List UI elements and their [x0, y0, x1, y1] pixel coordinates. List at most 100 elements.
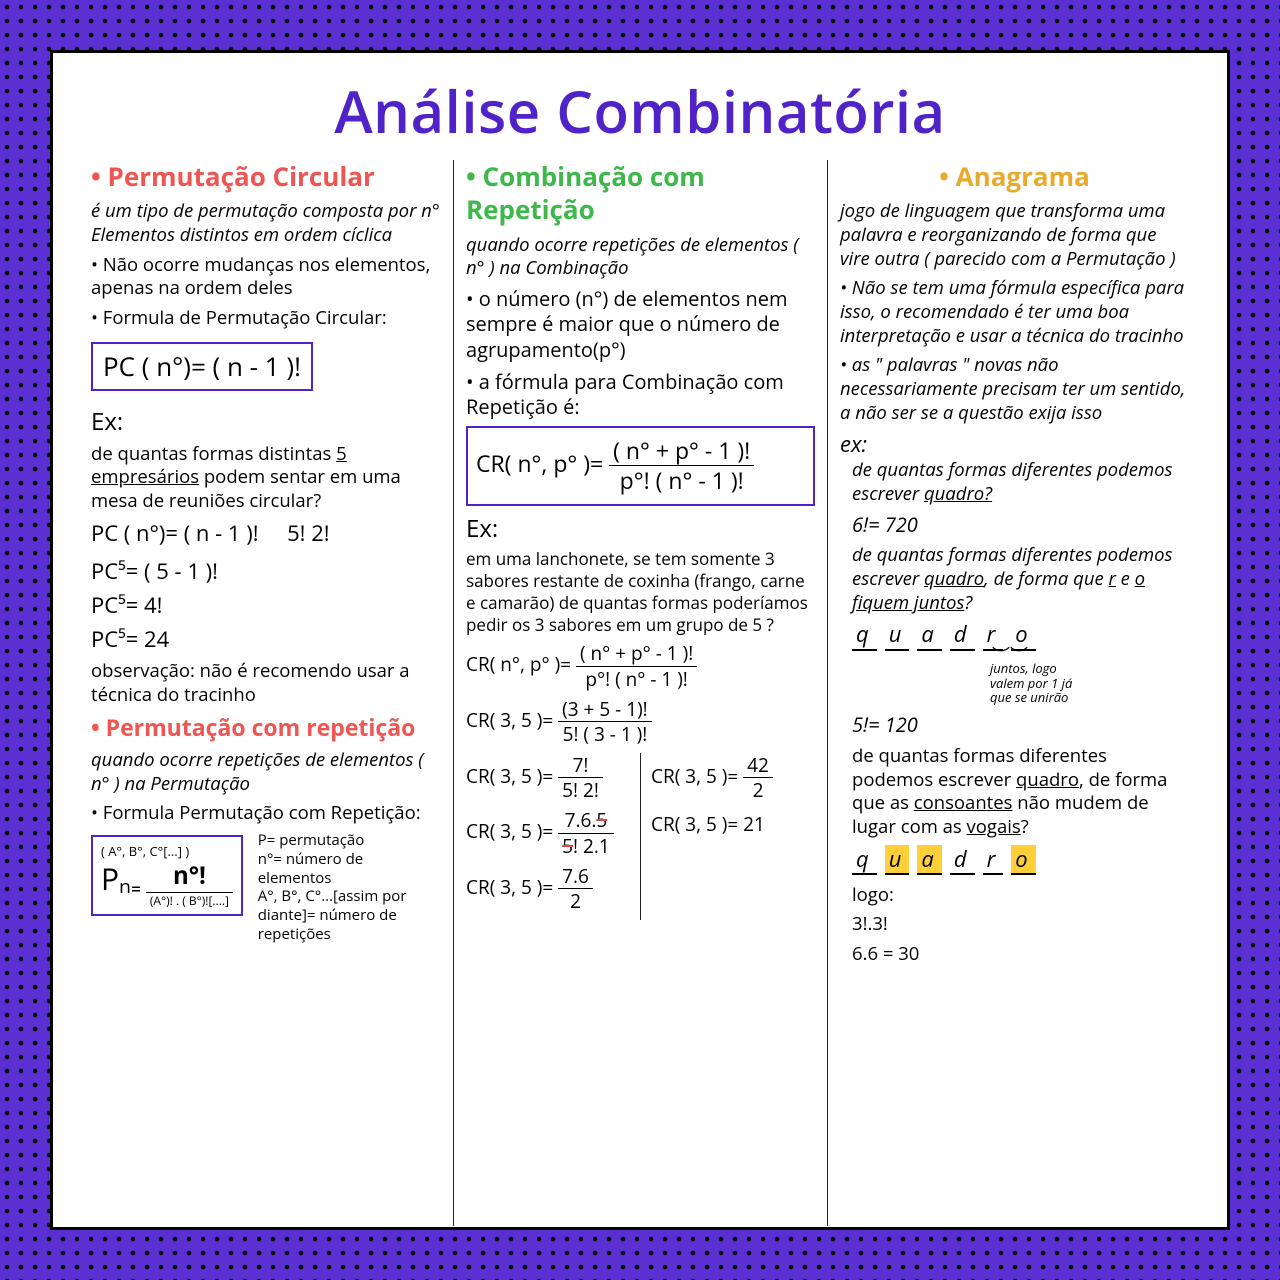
cr-step3: CR( 3, 5 )= 7! 5! 2! [466, 753, 630, 803]
strike: 5 [596, 807, 607, 833]
underline: quadro [924, 566, 984, 591]
denominator: (A°)! . ( B°)![....] [146, 893, 233, 908]
an-q2: de quantas formas diferentes podemos esc… [852, 543, 1189, 614]
fraction: 42 2 [743, 753, 773, 803]
an-a3a: 3!.3! [852, 912, 1189, 936]
cr-left-steps: CR( 3, 5 )= 7! 5! 2! CR( 3, 5 )= 7.6.5 5… [466, 753, 630, 920]
pc-bullet1: Não ocorre mudanças nos elementos, apena… [91, 253, 441, 300]
underline: vogais [967, 814, 1021, 839]
text: e [1116, 566, 1135, 591]
pc-work1: PC ( n°)= ( n - 1 )! 5! 2! [91, 519, 441, 547]
text: ? [1021, 814, 1029, 839]
an-a1: 6!= 720 [852, 512, 1189, 538]
denominator: p°! ( n° - 1 )! [609, 466, 754, 495]
letter: a [917, 620, 941, 650]
col-permutacao: Permutação Circular é um tipo de permuta… [79, 160, 453, 1226]
fraction: n°! (A°)! . ( B°)![....] [146, 861, 233, 908]
cr-formula-box: CR( n°, p° )= ( n° + p° - 1 )! p°! ( n° … [466, 426, 815, 506]
numerator: ( n° + p° - 1 )! [576, 641, 697, 666]
text: de quantas formas diferentes podemos esc… [852, 457, 1173, 506]
pc-formula-box: PC ( n°)= ( n - 1 )! [91, 342, 313, 391]
text: ? [964, 590, 972, 615]
cr-step5: CR( 3, 5 )= 7.6 2 [466, 864, 630, 914]
fraction: 7! 5! 2! [558, 753, 603, 803]
fraction: ( n° + p° - 1 )! p°! ( n° - 1 )! [609, 436, 754, 496]
cr-result2: CR( 3, 5 )= 21 [651, 812, 815, 836]
cr-bullet2: a fórmula para Combinação com Repetição … [466, 369, 815, 420]
brace-note: juntos, logo valem por 1 já que se unirã… [990, 661, 1189, 704]
letter: r [983, 845, 1004, 875]
cr-result1: CR( 3, 5 )= 42 2 [651, 753, 815, 803]
letter: u [885, 620, 910, 650]
pc-definition: é um tipo de permutação composta por n° … [91, 199, 441, 246]
pc-work3: PC⁵= 4! [91, 591, 441, 619]
lhs: CR( 3, 5 )= [466, 763, 553, 789]
pc-bullet2: Formula de Permutação Circular: [91, 306, 441, 330]
heading-permutacao-repeticao: Permutação com repetição [91, 713, 441, 742]
heading-permutacao-circular: Permutação Circular [91, 160, 441, 193]
letter-hl: u [885, 845, 910, 875]
numerator: (3 + 5 - 1)! [558, 697, 652, 722]
lhs: CR( 3, 5 )= [651, 763, 738, 789]
fraction: (3 + 5 - 1)! 5! ( 3 - 1 )! [558, 697, 652, 747]
denominator: 2 [558, 889, 593, 913]
lhs: CR( 3, 5 )= [466, 707, 553, 733]
heading-anagrama: Anagrama [840, 160, 1189, 193]
an-a3b: 6.6 = 30 [852, 942, 1189, 966]
underline: quadro [1016, 767, 1079, 792]
denominator: p°! ( n° - 1 )! [576, 667, 697, 691]
lhs: Pₙ₌ [101, 858, 141, 899]
lhs: CR( n°, p° )= [466, 651, 571, 677]
letter-hl: o [1011, 845, 1035, 875]
columns: Permutação Circular é um tipo de permuta… [79, 160, 1201, 1226]
an-q1: de quantas formas diferentes podemos esc… [852, 458, 1189, 505]
letter: d [950, 845, 975, 875]
pr-formula-box: ( A°, B°, C°[...] ) Pₙ₌ n°! (A°)! . ( B°… [91, 835, 243, 916]
numerator: 7! [573, 752, 589, 778]
page-title: Análise Combinatória [79, 71, 1201, 150]
fraction: 7.6.5 5! 2.1 [558, 808, 614, 858]
lhs: CR( 3, 5 )= [466, 874, 553, 900]
pc-work2: PC⁵= ( 5 - 1 )! [91, 557, 441, 585]
numerator: ( n° + p° - 1 )! [609, 436, 754, 466]
an-bullet2: as " palavras " novas não necessariament… [840, 353, 1189, 424]
an-definition: jogo de linguagem que transforma uma pal… [840, 199, 1189, 270]
an-logo: logo: [852, 883, 1189, 907]
fraction: ( n° + p° - 1 )! p°! ( n° - 1 )! [576, 641, 697, 691]
pc-example-question: de quantas formas distintas 5 empresário… [91, 442, 441, 513]
legend-line: A°, B°, C°...[assim por diante]= número … [258, 886, 407, 944]
denominator: 5! 2! [558, 778, 603, 802]
text: , de forma que [984, 566, 1108, 591]
heading-combinacao: Combinação com Repetição [466, 160, 815, 227]
underline: quadro? [924, 481, 992, 506]
legend-line: n°= número de elementos [258, 849, 363, 888]
cr-right-steps: CR( 3, 5 )= 42 2 CR( 3, 5 )= 21 [640, 753, 815, 920]
letters-row-2: quadro [852, 845, 1189, 875]
fraction: 7.6 2 [558, 864, 593, 914]
page: Análise Combinatória Permutação Circular… [50, 50, 1230, 1230]
letter: d [950, 620, 975, 650]
legend-line: P= permutação [258, 830, 365, 850]
pc-ex-label: Ex: [91, 407, 441, 438]
cr-steps-pair: CR( 3, 5 )= 7! 5! 2! CR( 3, 5 )= 7.6.5 5… [466, 753, 815, 920]
col-combinacao: Combinação com Repetição quando ocorre r… [453, 160, 827, 1226]
an-bullet1: Não se tem uma fórmula específica para i… [840, 276, 1189, 347]
denominator: 2 [743, 778, 773, 802]
lhs: CR( n°, p° )= [476, 447, 603, 479]
pr-legend: P= permutação n°= número de elementos A°… [258, 831, 438, 944]
pc-work4: PC⁵= 24 [91, 625, 441, 653]
cr-step2: CR( 3, 5 )= (3 + 5 - 1)! 5! ( 3 - 1 )! [466, 697, 815, 747]
lhs: CR( 3, 5 )= [466, 818, 553, 844]
cr-step1: CR( n°, p° )= ( n° + p° - 1 )! p°! ( n° … [466, 641, 815, 691]
text: Combinação com [466, 158, 705, 194]
pr-bullet: Formula Permutação com Repetição: [91, 801, 441, 825]
cr-example-question: em uma lanchonete, se tem somente 3 sabo… [466, 548, 815, 635]
text: 7.6. [565, 807, 597, 833]
underline: r [1109, 566, 1116, 591]
text: Repetição [466, 191, 595, 227]
letter: q [852, 845, 877, 875]
numerator: 7.6 [558, 864, 593, 889]
cr-step4: CR( 3, 5 )= 7.6.5 5! 2.1 [466, 808, 630, 858]
an-ex-label: ex: [840, 430, 1189, 458]
an-q3: de quantas formas diferentes podemos esc… [852, 744, 1189, 839]
